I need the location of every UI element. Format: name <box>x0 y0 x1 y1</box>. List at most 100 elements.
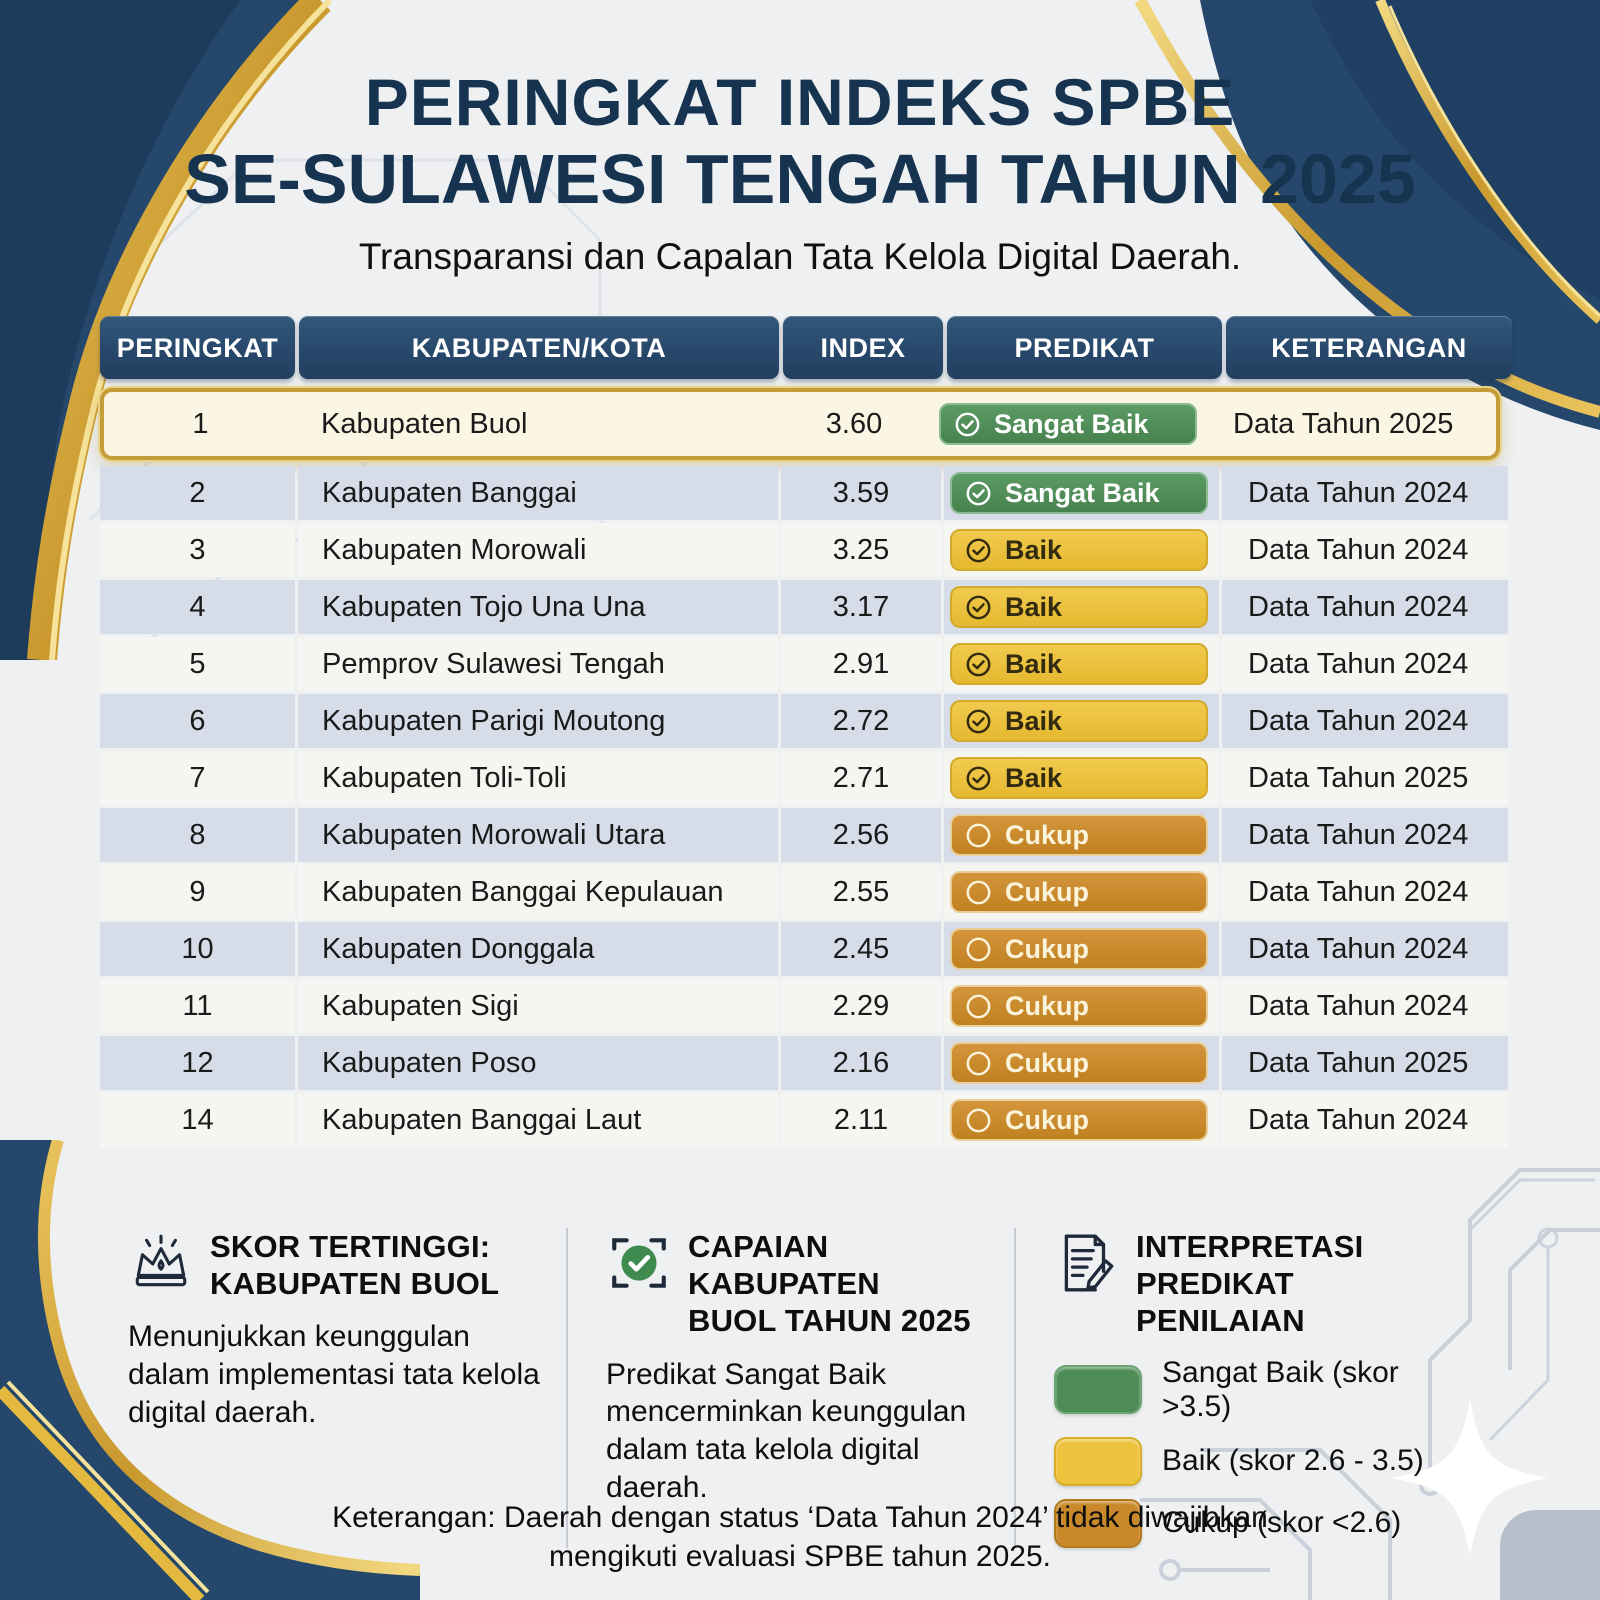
region-cell: Kabupaten Parigi Moutong <box>298 694 778 748</box>
rank-cell: 10 <box>100 922 295 976</box>
circle-icon <box>966 823 991 847</box>
predikat-cell: Cukup <box>944 808 1219 862</box>
table-row: 6 Kabupaten Parigi Moutong 2.72 Baik Dat… <box>100 694 1508 748</box>
predikat-label: Sangat Baik <box>994 408 1149 439</box>
ranking-table: PERINGKAT KABUPATEN/KOTA INDEX PREDIKAT … <box>100 316 1512 1147</box>
predikat-label: Baik <box>1005 534 1063 565</box>
predikat-cell: Cukup <box>944 922 1219 976</box>
check-circle-icon <box>955 412 980 436</box>
table-row: 4 Kabupaten Tojo Una Una 3.17 Baik Data … <box>100 580 1508 634</box>
keterangan-cell: Data Tahun 2024 <box>1222 580 1508 634</box>
table-row-highlighted: 1 Kabupaten Buol 3.60 Sangat Baik Data T… <box>100 388 1500 460</box>
rank-cell: 9 <box>100 865 295 919</box>
predikat-cell: Cukup <box>944 1093 1219 1147</box>
column-header-peringkat: PERINGKAT <box>100 316 295 379</box>
info-block-title: INTERPRETASI PREDIKAT PENILAIAN <box>1136 1229 1364 1339</box>
rank-cell: 12 <box>100 1036 295 1090</box>
region-cell: Kabupaten Sigi <box>298 979 778 1033</box>
predikat-label: Cukup <box>1005 933 1089 964</box>
table-row: 2 Kabupaten Banggai 3.59 Sangat Baik Dat… <box>100 466 1508 520</box>
rank-cell: 4 <box>100 580 295 634</box>
region-cell: Kabupaten Banggai Laut <box>298 1093 778 1147</box>
predikat-cell: Baik <box>944 694 1219 748</box>
rank-cell: 7 <box>100 751 295 805</box>
index-cell: 2.29 <box>781 979 941 1033</box>
info-block-capaian: CAPAIAN KABUPATEN BUOL TAHUN 2025 Predik… <box>566 1228 1014 1548</box>
keterangan-cell: Data Tahun 2024 <box>1222 808 1508 862</box>
predikat-badge: Cukup <box>950 1042 1208 1084</box>
region-cell: Kabupaten Morowali <box>298 523 778 577</box>
predikat-cell: Sangat Baik <box>933 392 1207 456</box>
column-header-keterangan: KETERANGAN <box>1226 316 1512 379</box>
table-body: 2 Kabupaten Banggai 3.59 Sangat Baik Dat… <box>100 466 1508 1147</box>
column-header-predikat: PREDIKAT <box>947 316 1222 379</box>
predikat-label: Baik <box>1005 591 1063 622</box>
legend-swatch-cukup <box>1054 1498 1142 1548</box>
table-row: 3 Kabupaten Morowali 3.25 Baik Data Tahu… <box>100 523 1508 577</box>
check-circle-icon <box>966 766 991 790</box>
check-circle-icon <box>966 652 991 676</box>
column-header-index: INDEX <box>783 316 943 379</box>
table-row: 12 Kabupaten Poso 2.16 Cukup Data Tahun … <box>100 1036 1508 1090</box>
predikat-cell: Cukup <box>944 865 1219 919</box>
index-cell: 3.17 <box>781 580 941 634</box>
predikat-cell: Cukup <box>944 1036 1219 1090</box>
legend-item: Baik (skor 2.6 - 3.5) <box>1054 1436 1452 1486</box>
table-row: 14 Kabupaten Banggai Laut 2.11 Cukup Dat… <box>100 1093 1508 1147</box>
predikat-badge: Cukup <box>950 1099 1208 1141</box>
predikat-badge: Baik <box>950 586 1208 628</box>
rank-cell: 14 <box>100 1093 295 1147</box>
predikat-label: Baik <box>1005 648 1063 679</box>
circle-icon <box>966 880 991 904</box>
info-block-interpretasi: INTERPRETASI PREDIKAT PENILAIAN Sangat B… <box>1014 1228 1478 1548</box>
predikat-badge: Baik <box>950 700 1208 742</box>
predikat-badge: Baik <box>950 643 1208 685</box>
document-pencil-icon <box>1064 1234 1114 1292</box>
legend-label: Baik (skor 2.6 - 3.5) <box>1162 1444 1424 1478</box>
table-row: 10 Kabupaten Donggala 2.45 Cukup Data Ta… <box>100 922 1508 976</box>
predikat-badge: Sangat Baik <box>950 472 1208 514</box>
region-cell: Pemprov Sulawesi Tengah <box>298 637 778 691</box>
page-title-line1: PERINGKAT INDEKS SPBE <box>364 65 1236 139</box>
table-row: 7 Kabupaten Toli-Toli 2.71 Baik Data Tah… <box>100 751 1508 805</box>
predikat-badge: Baik <box>950 529 1208 571</box>
keterangan-cell: Data Tahun 2024 <box>1222 922 1508 976</box>
legend-label: Sangat Baik (skor >3.5) <box>1162 1355 1399 1423</box>
check-circle-icon <box>966 481 991 505</box>
keterangan-cell: Data Tahun 2024 <box>1222 865 1508 919</box>
keterangan-cell: Data Tahun 2024 <box>1222 979 1508 1033</box>
predikat-label: Cukup <box>1005 990 1089 1021</box>
info-block-skor-tertinggi: SKOR TERTINGGI: KABUPATEN BUOL Menunjukk… <box>128 1228 566 1548</box>
index-cell: 2.55 <box>781 865 941 919</box>
index-cell: 2.72 <box>781 694 941 748</box>
predikat-label: Cukup <box>1005 876 1089 907</box>
keterangan-cell: Data Tahun 2024 <box>1222 466 1508 520</box>
check-circle-icon <box>966 709 991 733</box>
predikat-cell: Baik <box>944 637 1219 691</box>
circle-icon <box>966 937 991 961</box>
predikat-label: Sangat Baik <box>1005 477 1160 508</box>
table-row: 8 Kabupaten Morowali Utara 2.56 Cukup Da… <box>100 808 1508 862</box>
info-block-body: Menunjukkan keunggulan dalam implementas… <box>128 1320 540 1429</box>
region-cell: Kabupaten Donggala <box>298 922 778 976</box>
rank-cell: 6 <box>100 694 295 748</box>
region-cell: Kabupaten Buol <box>321 407 528 440</box>
keterangan-cell: Data Tahun 2024 <box>1222 523 1508 577</box>
keterangan-cell: Data Tahun 2025 <box>1222 751 1508 805</box>
index-cell: 2.91 <box>781 637 941 691</box>
column-header-kabupaten-kota: KABUPATEN/KOTA <box>299 316 779 379</box>
predikat-cell: Baik <box>944 523 1219 577</box>
keterangan-cell: Data Tahun 2025 <box>1233 407 1454 440</box>
keterangan-cell: Data Tahun 2024 <box>1222 1093 1508 1147</box>
keterangan-cell: Data Tahun 2024 <box>1222 637 1508 691</box>
info-section: SKOR TERTINGGI: KABUPATEN BUOL Menunjukk… <box>128 1228 1478 1548</box>
header: PERINGKAT INDEKS SPBE SE-SULAWESI TENGAH… <box>0 65 1600 278</box>
keterangan-cell: Data Tahun 2024 <box>1222 694 1508 748</box>
footer-note: Keterangan: Daerah dengan status ‘Data T… <box>332 1501 1268 1573</box>
legend-item: Cukup (skor <2.6) <box>1054 1498 1452 1548</box>
legend-item: Sangat Baik (skor >3.5) <box>1054 1356 1452 1424</box>
predikat-badge: Cukup <box>950 871 1208 913</box>
rank-cell: 8 <box>100 808 295 862</box>
index-cell: 2.45 <box>781 922 941 976</box>
scan-check-icon <box>612 1238 666 1288</box>
